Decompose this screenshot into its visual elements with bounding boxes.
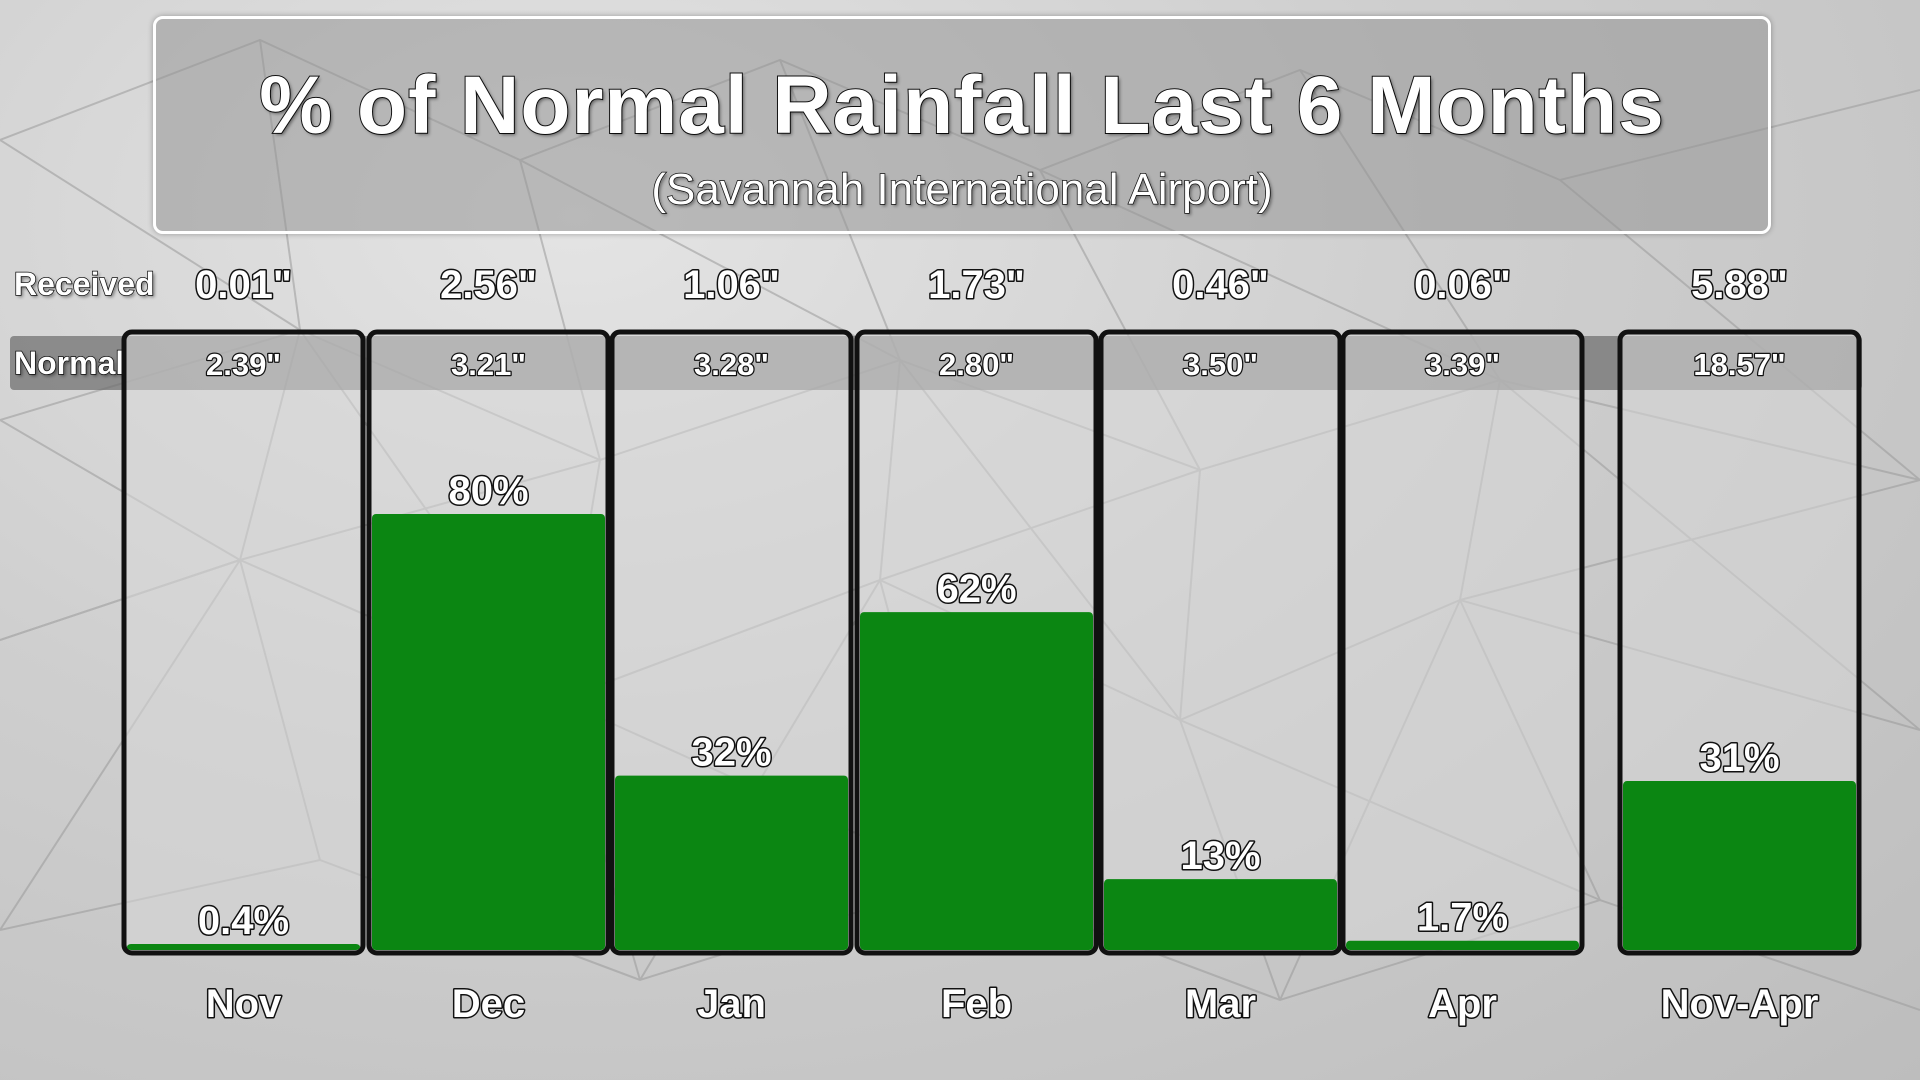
category-label: Jan <box>697 982 766 1026</box>
bar <box>1623 781 1856 950</box>
normal-value: 3.21" <box>451 347 526 382</box>
title-box: % of Normal Rainfall Last 6 Months (Sava… <box>153 16 1771 234</box>
category-label: Nov <box>206 982 282 1026</box>
column-frame <box>121 329 366 956</box>
column-frame <box>1098 329 1343 956</box>
normal-value: 2.80" <box>939 347 1014 382</box>
received-value: 2.56" <box>440 263 537 307</box>
bar <box>372 514 605 950</box>
received-value: 0.01" <box>195 263 292 307</box>
normal-value: 3.39" <box>1425 347 1500 382</box>
category-label: Dec <box>452 982 525 1026</box>
category-label: Apr <box>1428 982 1497 1026</box>
bar <box>615 775 848 950</box>
percent-label: 13% <box>1180 834 1260 878</box>
normal-value: 2.39" <box>206 347 281 382</box>
category-label: Nov-Apr <box>1661 982 1819 1026</box>
received-value: 1.06" <box>683 263 780 307</box>
normal-row-label: Normal <box>13 344 125 382</box>
category-label: Mar <box>1185 982 1256 1026</box>
bar <box>1104 879 1337 950</box>
percent-label: 1.7% <box>1417 896 1508 940</box>
chart-title: % of Normal Rainfall Last 6 Months <box>258 59 1665 152</box>
received-value: 0.46" <box>1172 263 1269 307</box>
percent-label: 80% <box>448 469 528 513</box>
normal-value: 18.57" <box>1693 347 1785 382</box>
bar <box>860 612 1093 950</box>
category-label: Feb <box>941 982 1012 1026</box>
bar <box>127 944 360 950</box>
bar <box>1346 940 1579 950</box>
normal-value: 3.50" <box>1183 347 1258 382</box>
percent-label: 62% <box>936 567 1016 611</box>
percent-label: 32% <box>691 731 771 775</box>
normal-value: 3.28" <box>694 347 769 382</box>
column-frame <box>1340 329 1585 956</box>
received-value: 1.73" <box>928 263 1025 307</box>
received-row-label: Received <box>13 265 155 303</box>
percent-label: 0.4% <box>198 899 289 943</box>
percent-label: 31% <box>1699 736 1779 780</box>
received-value: 0.06" <box>1414 263 1511 307</box>
chart-subtitle: (Savannah International Airport) <box>651 164 1274 215</box>
received-value: 5.88" <box>1691 263 1788 307</box>
